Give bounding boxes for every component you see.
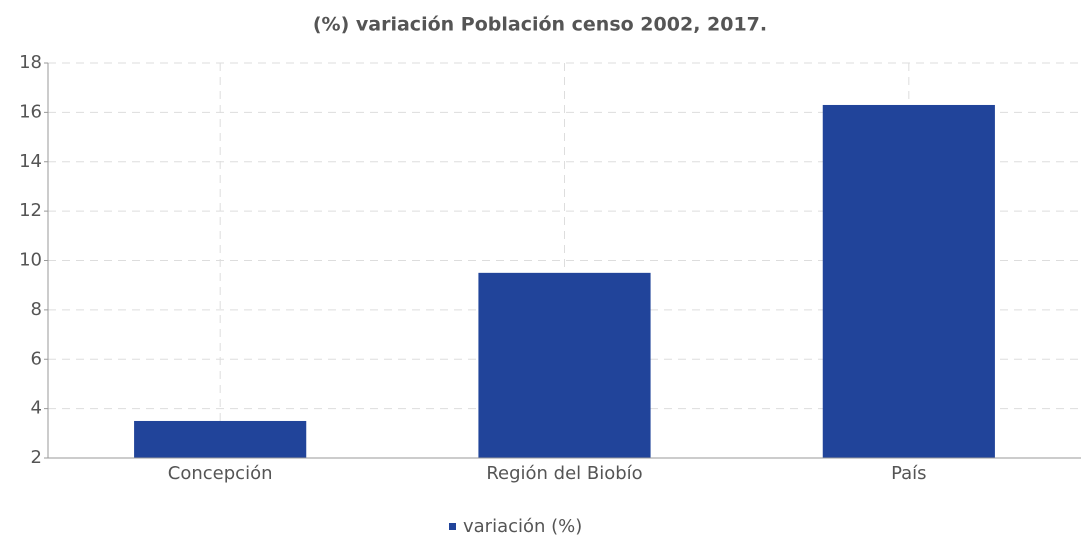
y-tick-label: 18 [19, 52, 42, 73]
y-tick-label: 6 [31, 348, 42, 369]
bar [822, 104, 995, 458]
y-tick-label: 4 [31, 398, 42, 419]
y-tick-label: 12 [19, 200, 42, 221]
bar [478, 272, 651, 458]
y-tick-label: 14 [19, 151, 42, 172]
y-tick-label: 2 [31, 447, 42, 468]
bar [134, 420, 307, 458]
x-tick-label: Concepción [168, 463, 273, 484]
y-tick-label: 16 [19, 101, 42, 122]
x-tick-label: Región del Biobío [486, 463, 642, 484]
y-tick-label: 10 [19, 250, 42, 271]
legend-swatch [449, 523, 456, 530]
y-tick-label: 8 [31, 299, 42, 320]
x-tick-label: País [891, 463, 926, 484]
chart-title: (%) variación Población censo 2002, 2017… [313, 14, 767, 36]
legend-label: variación (%) [463, 516, 582, 537]
